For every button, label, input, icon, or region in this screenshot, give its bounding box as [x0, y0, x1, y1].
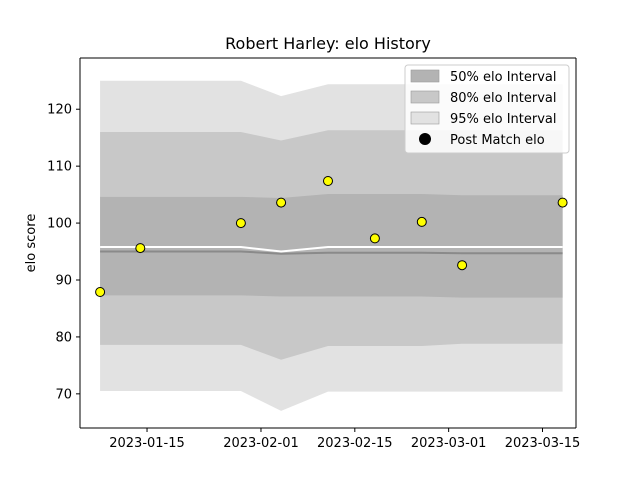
post-match-elo-point [557, 197, 568, 208]
plot-area: 2023-01-15 2023-02-01 2023-02-15 2023-03-01… [47, 57, 581, 451]
post-match-elo-point [135, 243, 146, 254]
chart-title: Robert Harley: elo History [225, 34, 431, 53]
legend-box [404, 64, 570, 154]
legend-marker [419, 133, 431, 145]
post-match-elo-point [416, 216, 427, 227]
legend-label: 95% elo Interval [450, 112, 557, 127]
legend-label: 80% elo Interval [450, 91, 557, 106]
post-match-elo-point [369, 233, 380, 244]
y-tick-label: 110 [47, 160, 72, 175]
x-tick-label: 2023-02-01 [223, 436, 299, 451]
post-match-elo-point [276, 197, 287, 208]
x-tick-label: 2023-01-15 [109, 436, 185, 451]
post-match-elo-point [95, 287, 106, 297]
x-tick-label: 2023-03-01 [411, 436, 487, 451]
legend-swatch [410, 90, 440, 104]
y-tick-label: 70 [55, 387, 72, 402]
legend-label: Post Match elo [450, 133, 545, 148]
legend: 50% elo Interval 80% elo Interval 95% elo … [404, 64, 570, 154]
x-tick-label: 2023-03-15 [505, 436, 581, 451]
post-match-elo-point [457, 260, 468, 271]
legend-swatch [410, 69, 440, 83]
x-tick-label: 2023-02-15 [317, 436, 393, 451]
legend-swatch [410, 111, 440, 125]
post-match-elo-point [235, 218, 246, 229]
y-tick-label: 80 [55, 330, 72, 345]
mean-line [100, 246, 563, 253]
y-tick-label: 100 [47, 217, 72, 232]
median-line [100, 250, 563, 255]
band-50-interval [100, 194, 563, 298]
legend-label: 50% elo Interval [450, 70, 557, 85]
y-tick-label: 120 [47, 103, 72, 118]
y-tick-label: 90 [55, 274, 72, 289]
y-axis-label: elo score [24, 214, 39, 273]
post-match-elo-point [323, 176, 333, 186]
